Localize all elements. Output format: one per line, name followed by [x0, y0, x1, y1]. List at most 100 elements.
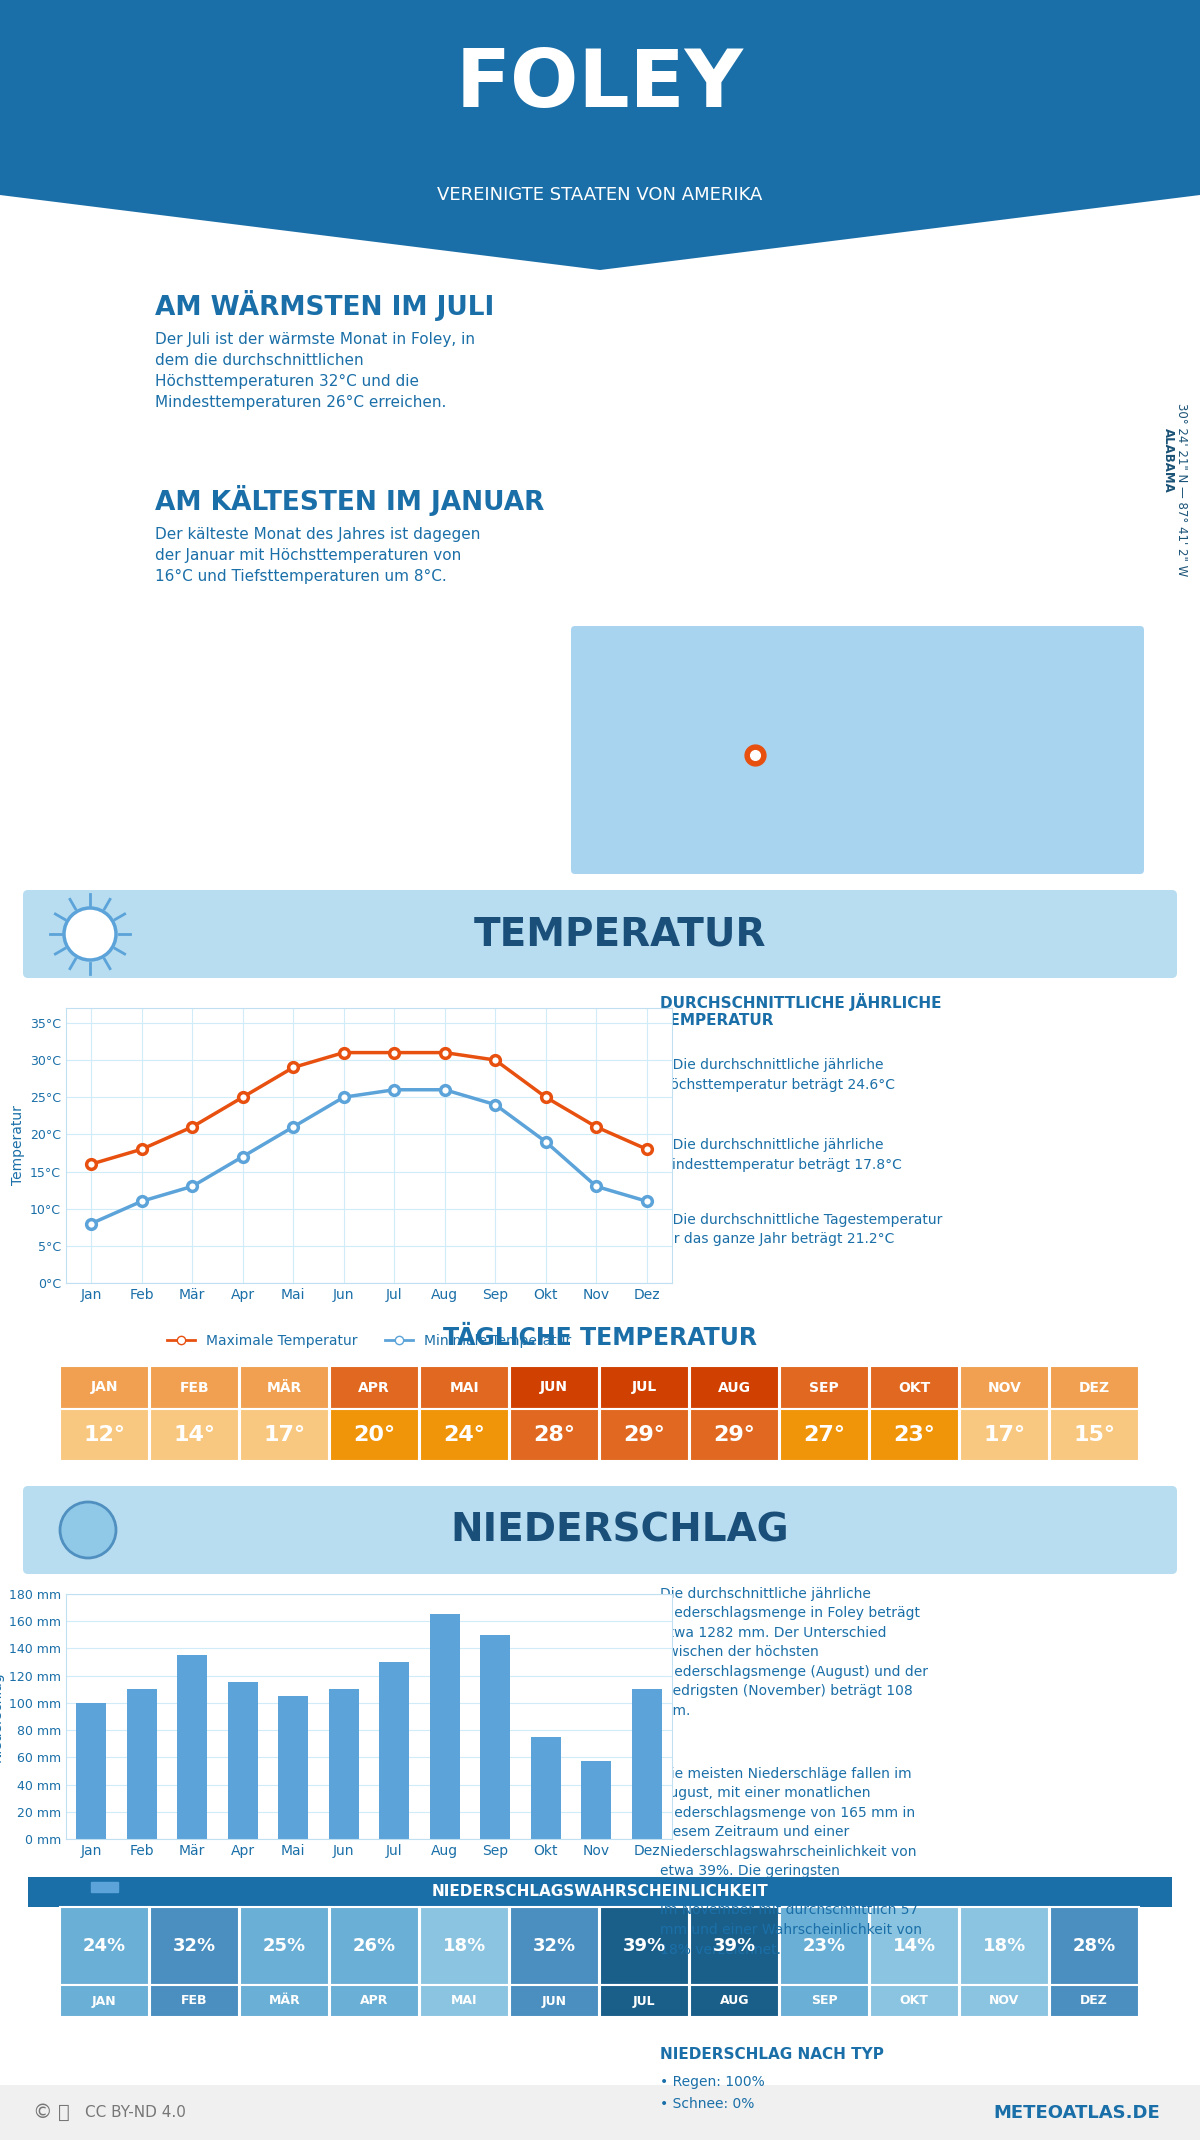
FancyBboxPatch shape [690, 1907, 779, 1986]
Text: NIEDERSCHLAG: NIEDERSCHLAG [451, 1511, 790, 1549]
FancyBboxPatch shape [780, 1408, 869, 1462]
FancyBboxPatch shape [960, 1408, 1049, 1462]
Text: • Die durchschnittliche jährliche
Höchsttemperatur beträgt 24.6°C: • Die durchschnittliche jährliche Höchst… [660, 1057, 895, 1091]
Bar [228, 1682, 258, 1838]
Text: Die meisten Niederschläge fallen im
August, mit einer monatlichen
Niederschlagsm: Die meisten Niederschläge fallen im Augu… [660, 1768, 936, 1956]
FancyBboxPatch shape [330, 1986, 419, 2018]
FancyBboxPatch shape [1050, 1907, 1139, 1986]
Text: APR: APR [360, 1994, 389, 2007]
Text: ©: © [32, 2104, 52, 2123]
FancyBboxPatch shape [60, 1365, 149, 1408]
Text: 18%: 18% [983, 1937, 1026, 1956]
FancyBboxPatch shape [600, 1986, 689, 2018]
Text: MAI: MAI [451, 1994, 478, 2007]
Circle shape [64, 907, 116, 961]
FancyBboxPatch shape [0, 2084, 1200, 2140]
FancyBboxPatch shape [330, 1907, 419, 1986]
FancyBboxPatch shape [420, 1907, 509, 1986]
FancyBboxPatch shape [690, 1408, 779, 1462]
FancyBboxPatch shape [330, 1408, 419, 1462]
Y-axis label: Temperatur: Temperatur [11, 1106, 24, 1186]
Legend: Maximale Temperatur, Minimale Temperatur: Maximale Temperatur, Minimale Temperatur [161, 1329, 577, 1352]
FancyBboxPatch shape [150, 1365, 239, 1408]
Bar [379, 1663, 409, 1838]
FancyBboxPatch shape [690, 1365, 779, 1408]
FancyBboxPatch shape [420, 1365, 509, 1408]
Bar [631, 1688, 662, 1838]
FancyBboxPatch shape [240, 1408, 329, 1462]
Text: • Die durchschnittliche Tagestemperatur
für das ganze Jahr beträgt 21.2°C: • Die durchschnittliche Tagestemperatur … [660, 1213, 942, 1245]
Text: • Die durchschnittliche jährliche
Mindesttemperatur beträgt 17.8°C: • Die durchschnittliche jährliche Mindes… [660, 1138, 902, 1171]
FancyBboxPatch shape [600, 1365, 689, 1408]
Text: 29°: 29° [713, 1425, 755, 1444]
Text: TÄGLICHE TEMPERATUR: TÄGLICHE TEMPERATUR [443, 1327, 757, 1350]
FancyBboxPatch shape [150, 1408, 239, 1462]
FancyBboxPatch shape [240, 1365, 329, 1408]
Text: TEMPERATUR: TEMPERATUR [474, 916, 767, 952]
Text: FEB: FEB [180, 1380, 209, 1395]
Text: ALABAMA: ALABAMA [1162, 428, 1175, 492]
Text: MÄR: MÄR [266, 1380, 302, 1395]
FancyBboxPatch shape [780, 1986, 869, 2018]
Text: 23°: 23° [893, 1425, 935, 1444]
FancyBboxPatch shape [60, 1986, 149, 2018]
FancyBboxPatch shape [870, 1907, 959, 1986]
FancyBboxPatch shape [510, 1365, 599, 1408]
Text: • Schnee: 0%: • Schnee: 0% [660, 2097, 755, 2110]
Text: 28%: 28% [1073, 1937, 1116, 1956]
Text: 15°: 15° [1073, 1425, 1115, 1444]
FancyBboxPatch shape [870, 1986, 959, 2018]
Text: JAN: JAN [90, 1380, 118, 1395]
Text: 27°: 27° [803, 1425, 845, 1444]
Bar [178, 1654, 208, 1838]
Polygon shape [0, 0, 1200, 270]
Bar [430, 1614, 460, 1838]
Text: FEB: FEB [181, 1994, 208, 2007]
Text: CC BY-ND 4.0: CC BY-ND 4.0 [85, 2106, 186, 2121]
Text: 30° 24' 21" N — 87° 41' 2" W: 30° 24' 21" N — 87° 41' 2" W [1176, 402, 1188, 576]
Text: NOV: NOV [989, 1994, 1019, 2007]
Text: 14%: 14% [893, 1937, 936, 1956]
Text: VEREINIGTE STAATEN VON AMERIKA: VEREINIGTE STAATEN VON AMERIKA [437, 186, 763, 203]
FancyBboxPatch shape [1050, 1365, 1139, 1408]
Text: 20°: 20° [353, 1425, 395, 1444]
Text: SEP: SEP [811, 1994, 838, 2007]
FancyBboxPatch shape [23, 1485, 1177, 1575]
FancyBboxPatch shape [330, 1365, 419, 1408]
Text: JAN: JAN [92, 1994, 116, 2007]
Y-axis label: Niederschlag: Niederschlag [0, 1671, 4, 1761]
FancyBboxPatch shape [780, 1907, 869, 1986]
Text: Die durchschnittliche jährliche
Niederschlagsmenge in Foley beträgt
etwa 1282 mm: Die durchschnittliche jährliche Niedersc… [660, 1588, 928, 1718]
Bar [480, 1635, 510, 1838]
FancyBboxPatch shape [960, 1365, 1049, 1408]
Text: OKT: OKT [900, 1994, 929, 2007]
Text: OKT: OKT [898, 1380, 930, 1395]
Text: 12°: 12° [83, 1425, 125, 1444]
Text: 17°: 17° [983, 1425, 1025, 1444]
Bar [329, 1688, 359, 1838]
Text: AUG: AUG [718, 1380, 751, 1395]
Text: Der Juli ist der wärmste Monat in Foley, in
dem die durchschnittlichen
Höchsttem: Der Juli ist der wärmste Monat in Foley,… [155, 332, 475, 411]
FancyBboxPatch shape [420, 1986, 509, 2018]
FancyBboxPatch shape [510, 1907, 599, 1986]
Circle shape [60, 1502, 116, 1558]
Bar [581, 1761, 612, 1838]
Text: NOV: NOV [988, 1380, 1021, 1395]
Text: 18%: 18% [443, 1937, 486, 1956]
FancyBboxPatch shape [780, 1365, 869, 1408]
FancyBboxPatch shape [240, 1986, 329, 2018]
Text: DEZ: DEZ [1079, 1380, 1110, 1395]
FancyBboxPatch shape [600, 1408, 689, 1462]
Text: AM WÄRMSTEN IM JULI: AM WÄRMSTEN IM JULI [155, 291, 494, 321]
FancyBboxPatch shape [1050, 1408, 1139, 1462]
FancyBboxPatch shape [870, 1365, 959, 1408]
Text: JUL: JUL [631, 1380, 656, 1395]
FancyBboxPatch shape [960, 1907, 1049, 1986]
Text: AM KÄLTESTEN IM JANUAR: AM KÄLTESTEN IM JANUAR [155, 486, 545, 516]
Text: DURCHSCHNITTLICHE JÄHRLICHE
TEMPERATUR: DURCHSCHNITTLICHE JÄHRLICHE TEMPERATUR [660, 993, 942, 1029]
Text: 23%: 23% [803, 1937, 846, 1956]
FancyBboxPatch shape [1050, 1986, 1139, 2018]
Text: METEOATLAS.DE: METEOATLAS.DE [994, 2104, 1160, 2121]
Bar [530, 1738, 560, 1838]
Text: FOLEY: FOLEY [456, 45, 744, 124]
